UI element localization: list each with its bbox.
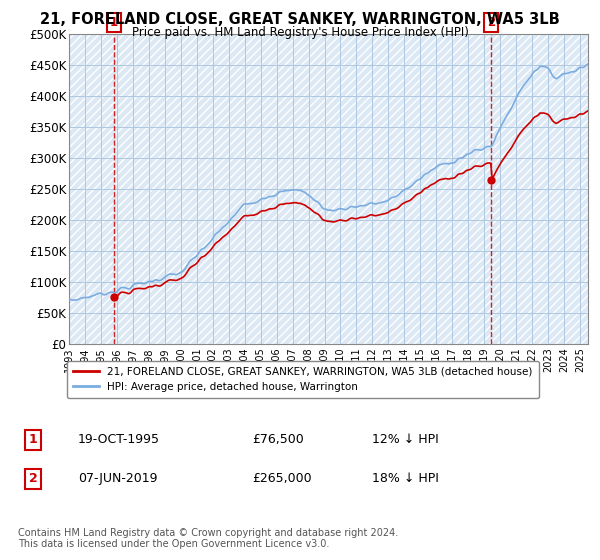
Text: Price paid vs. HM Land Registry's House Price Index (HPI): Price paid vs. HM Land Registry's House … xyxy=(131,26,469,39)
Text: 12% ↓ HPI: 12% ↓ HPI xyxy=(372,433,439,446)
Text: 1: 1 xyxy=(110,16,118,29)
Text: 1: 1 xyxy=(29,433,37,446)
Text: 2: 2 xyxy=(29,472,37,486)
Text: 21, FORELAND CLOSE, GREAT SANKEY, WARRINGTON, WA5 3LB: 21, FORELAND CLOSE, GREAT SANKEY, WARRIN… xyxy=(40,12,560,27)
Text: £76,500: £76,500 xyxy=(252,433,304,446)
Text: Contains HM Land Registry data © Crown copyright and database right 2024.
This d: Contains HM Land Registry data © Crown c… xyxy=(18,528,398,549)
Legend: 21, FORELAND CLOSE, GREAT SANKEY, WARRINGTON, WA5 3LB (detached house), HPI: Ave: 21, FORELAND CLOSE, GREAT SANKEY, WARRIN… xyxy=(67,361,539,398)
Text: 07-JUN-2019: 07-JUN-2019 xyxy=(78,472,157,486)
Text: 19-OCT-1995: 19-OCT-1995 xyxy=(78,433,160,446)
Text: 18% ↓ HPI: 18% ↓ HPI xyxy=(372,472,439,486)
Text: £265,000: £265,000 xyxy=(252,472,311,486)
Text: 2: 2 xyxy=(487,16,495,29)
